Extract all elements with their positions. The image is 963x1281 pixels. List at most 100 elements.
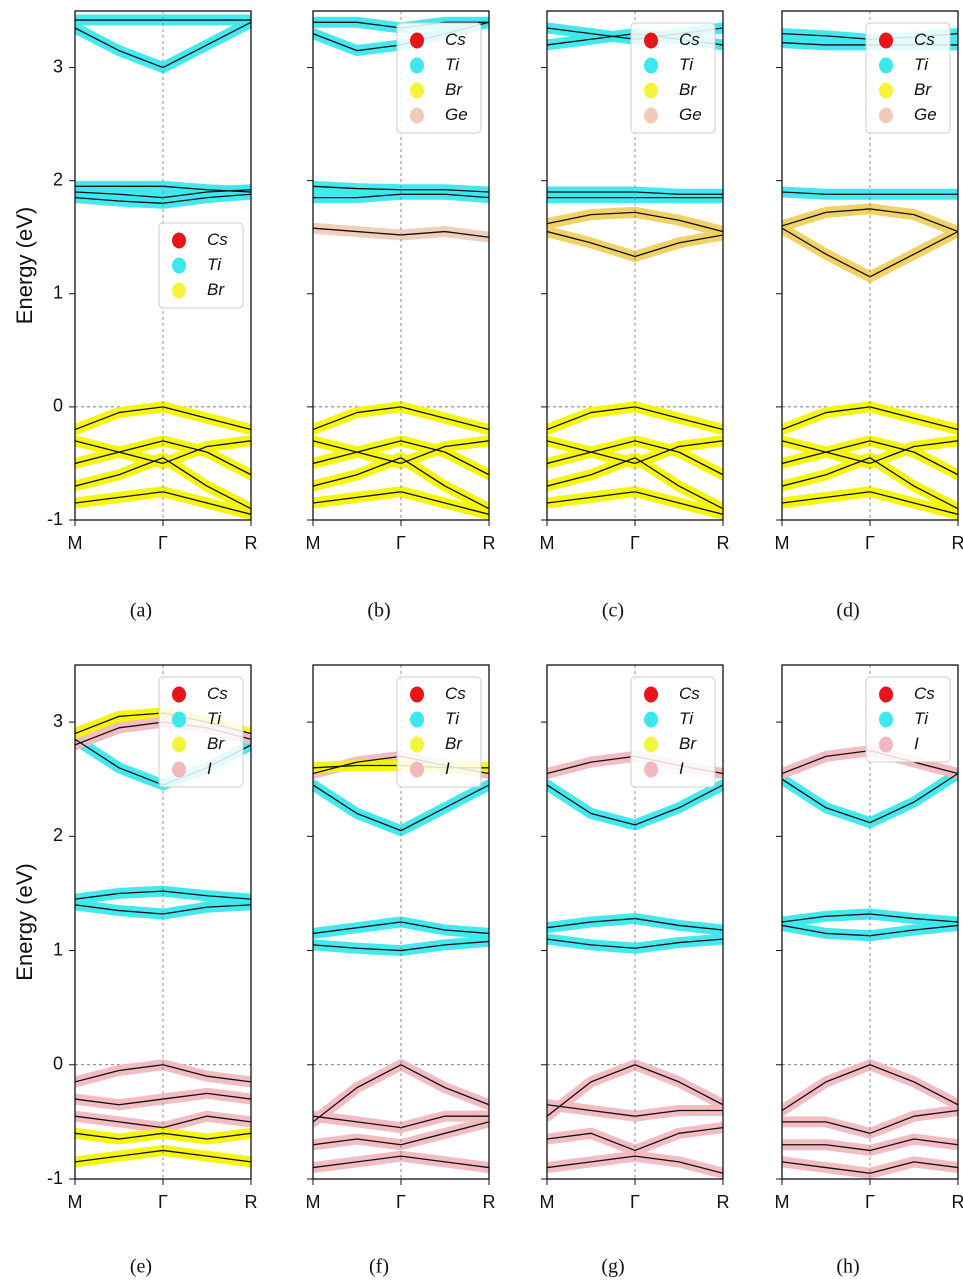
x-tick-label: R bbox=[952, 533, 963, 553]
band-line bbox=[313, 940, 489, 952]
band-line bbox=[547, 1126, 723, 1152]
y-tick-label: 2 bbox=[53, 169, 63, 189]
legend-marker bbox=[172, 686, 186, 703]
y-tick-label: 1 bbox=[53, 283, 63, 303]
legend-marker bbox=[410, 711, 424, 728]
legend-marker bbox=[644, 686, 658, 703]
legend-label: Br bbox=[445, 80, 463, 99]
legend-label: I bbox=[679, 759, 684, 778]
x-tick-label: Γ bbox=[865, 1192, 875, 1212]
y-tick-label: 3 bbox=[53, 56, 63, 76]
x-tick-label: M bbox=[306, 1192, 321, 1212]
y-tick-label: 0 bbox=[53, 1054, 63, 1074]
band-line bbox=[547, 211, 723, 233]
legend-marker bbox=[644, 711, 658, 728]
x-tick-label: R bbox=[245, 533, 258, 553]
legend-marker bbox=[172, 232, 186, 249]
band-line bbox=[547, 230, 723, 258]
legend-label: Ge bbox=[914, 105, 937, 124]
band-line bbox=[547, 1155, 723, 1174]
legend-label: Br bbox=[914, 80, 932, 99]
band-line bbox=[75, 1149, 251, 1163]
legend-marker bbox=[410, 736, 424, 753]
x-tick-label: Γ bbox=[396, 1192, 406, 1212]
legend-box bbox=[630, 22, 716, 134]
legend: Cs Ti Br Ge bbox=[396, 22, 482, 134]
y-axis-label: Energy (eV) bbox=[12, 863, 37, 980]
legend: Cs Ti Br I bbox=[396, 676, 482, 788]
band-line bbox=[75, 1064, 251, 1083]
legend-marker bbox=[879, 82, 893, 99]
plot-frame bbox=[74, 664, 252, 1180]
band-line bbox=[313, 406, 489, 431]
band-line bbox=[313, 185, 489, 193]
legend-label: Ti bbox=[914, 709, 929, 728]
x-tick-label: M bbox=[540, 533, 555, 553]
legend-label: Cs bbox=[445, 684, 466, 703]
panel-caption: (e) bbox=[130, 1256, 152, 1278]
plot-frame bbox=[312, 664, 490, 1180]
panel-caption: (h) bbox=[836, 1256, 859, 1278]
legend: Cs Ti Br I bbox=[158, 676, 244, 788]
legend-marker bbox=[644, 736, 658, 753]
legend-label: Cs bbox=[679, 30, 700, 49]
x-tick-label: Γ bbox=[865, 533, 875, 553]
legend-label: Ti bbox=[914, 55, 929, 74]
band-line bbox=[313, 440, 489, 476]
x-tick-label: M bbox=[68, 1192, 83, 1212]
legend-label: I bbox=[445, 759, 450, 778]
legend-label: I bbox=[207, 759, 212, 778]
legend: Cs Ti Br Ge bbox=[865, 22, 951, 134]
band-line bbox=[547, 784, 723, 826]
panel-caption: (a) bbox=[130, 600, 152, 622]
band-line bbox=[547, 1064, 723, 1117]
y-tick-label: 0 bbox=[53, 396, 63, 416]
panel: M Γ R Cs Ti I (h) bbox=[775, 664, 963, 1278]
legend-marker bbox=[410, 82, 424, 99]
x-tick-label: R bbox=[717, 1192, 730, 1212]
legend-label: Cs bbox=[207, 684, 228, 703]
y-axis-label: Energy (eV) bbox=[12, 207, 37, 324]
band-line bbox=[782, 440, 958, 476]
band-line bbox=[313, 193, 489, 199]
legend-label: Ti bbox=[207, 255, 222, 274]
legend-label: Br bbox=[207, 280, 225, 299]
band-line bbox=[75, 890, 251, 900]
legend-marker bbox=[879, 57, 893, 74]
legend-marker bbox=[879, 736, 893, 753]
legend-label: Ti bbox=[679, 55, 694, 74]
plot-frame bbox=[74, 10, 252, 521]
band-line bbox=[782, 208, 958, 233]
legend-marker bbox=[879, 32, 893, 49]
legend-box bbox=[630, 676, 716, 788]
legend-label: Cs bbox=[679, 684, 700, 703]
legend-marker bbox=[644, 57, 658, 74]
legend-label: Ge bbox=[679, 105, 702, 124]
legend-label: Ti bbox=[679, 709, 694, 728]
panel: M Γ R Cs Ti Br I (f) bbox=[306, 664, 496, 1278]
band-line bbox=[313, 1121, 489, 1146]
legend-label: Br bbox=[445, 734, 463, 753]
x-tick-label: Γ bbox=[630, 533, 640, 553]
legend-marker bbox=[410, 57, 424, 74]
legend-label: Ge bbox=[445, 105, 468, 124]
legend-label: Cs bbox=[914, 30, 935, 49]
x-tick-label: R bbox=[245, 1192, 258, 1212]
legend-marker bbox=[644, 32, 658, 49]
legend-label: Ti bbox=[445, 709, 460, 728]
legend-label: Br bbox=[207, 734, 225, 753]
band-line bbox=[313, 784, 489, 832]
plot-frame bbox=[781, 10, 959, 521]
legend-marker bbox=[172, 282, 186, 299]
band-line bbox=[782, 1161, 958, 1174]
band-line bbox=[547, 440, 723, 476]
legend-marker bbox=[172, 736, 186, 753]
legend-label: Cs bbox=[207, 230, 228, 249]
band-line bbox=[782, 191, 958, 195]
x-tick-label: Γ bbox=[158, 1192, 168, 1212]
legend: Cs Ti Br Ge bbox=[630, 22, 716, 134]
legend-marker bbox=[879, 686, 893, 703]
panel: M Γ R Cs Ti Br Ge (b) bbox=[306, 10, 496, 622]
legend: Cs Ti Br I bbox=[630, 676, 716, 788]
